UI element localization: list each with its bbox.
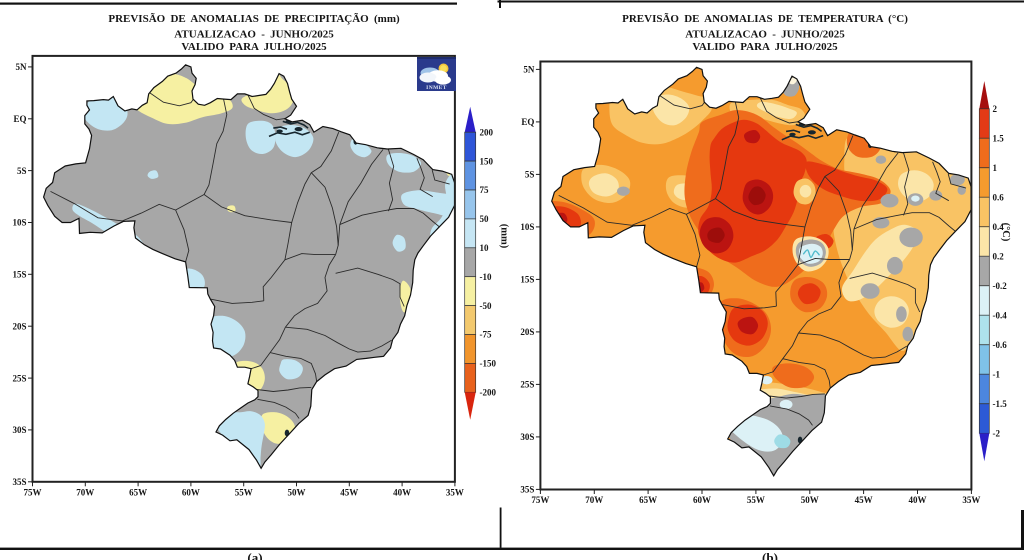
svg-text:-10: -10 xyxy=(480,272,492,282)
svg-text:-1.5: -1.5 xyxy=(993,399,1008,409)
svg-text:VALIDO PARA JULHO/2025: VALIDO PARA JULHO/2025 xyxy=(181,41,327,53)
svg-text:10: 10 xyxy=(480,243,490,253)
svg-text:20S: 20S xyxy=(12,321,26,331)
svg-text:75: 75 xyxy=(480,185,490,195)
svg-text:15S: 15S xyxy=(520,275,534,285)
svg-text:(b): (b) xyxy=(762,550,778,560)
svg-text:PREVISÃO DE ANOMALIAS DE PRECI: PREVISÃO DE ANOMALIAS DE PRECIPITAÇÃO (m… xyxy=(108,13,400,25)
svg-text:40W: 40W xyxy=(909,495,927,505)
svg-text:50: 50 xyxy=(480,214,490,224)
svg-text:35W: 35W xyxy=(446,487,464,497)
svg-text:5S: 5S xyxy=(525,170,535,180)
svg-text:0.6: 0.6 xyxy=(993,192,1005,202)
svg-text:-150: -150 xyxy=(480,359,497,369)
svg-text:30S: 30S xyxy=(520,432,534,442)
svg-text:(a): (a) xyxy=(247,550,262,560)
svg-text:50W: 50W xyxy=(801,495,819,505)
svg-text:(mm): (mm) xyxy=(499,224,510,249)
svg-text:-50: -50 xyxy=(480,301,492,311)
svg-text:-0.4: -0.4 xyxy=(993,310,1008,320)
svg-text:-200: -200 xyxy=(480,388,497,398)
svg-text:10S: 10S xyxy=(12,218,26,228)
svg-text:75W: 75W xyxy=(531,495,549,505)
svg-text:35W: 35W xyxy=(962,495,980,505)
svg-text:5S: 5S xyxy=(17,166,27,176)
svg-text:0.4: 0.4 xyxy=(993,222,1005,232)
svg-text:25S: 25S xyxy=(520,380,534,390)
svg-text:25S: 25S xyxy=(12,373,26,383)
svg-text:5N: 5N xyxy=(16,62,28,72)
svg-text:-0.2: -0.2 xyxy=(993,281,1008,291)
svg-text:35S: 35S xyxy=(12,477,26,487)
svg-text:1: 1 xyxy=(993,163,998,173)
svg-text:200: 200 xyxy=(480,127,494,137)
svg-text:35S: 35S xyxy=(520,485,534,495)
svg-text:30S: 30S xyxy=(12,425,26,435)
svg-text:EQ: EQ xyxy=(13,114,26,124)
svg-text:-0.6: -0.6 xyxy=(993,340,1008,350)
svg-text:45W: 45W xyxy=(340,487,358,497)
svg-text:50W: 50W xyxy=(288,487,306,497)
svg-text:PREVISÃO DE ANOMALIAS DE TEMPE: PREVISÃO DE ANOMALIAS DE TEMPERATURA (°C… xyxy=(622,13,908,25)
svg-text:40W: 40W xyxy=(393,487,411,497)
svg-text:70W: 70W xyxy=(585,495,603,505)
svg-text:20S: 20S xyxy=(520,327,534,337)
svg-text:45W: 45W xyxy=(855,495,873,505)
svg-text:-75: -75 xyxy=(480,330,492,340)
svg-text:ATUALIZACAO - JUNHO/2025: ATUALIZACAO - JUNHO/2025 xyxy=(685,28,845,40)
svg-text:60W: 60W xyxy=(182,487,200,497)
svg-text:EQ: EQ xyxy=(521,117,534,127)
svg-text:2: 2 xyxy=(993,104,998,114)
svg-text:5N: 5N xyxy=(523,65,535,75)
svg-text:70W: 70W xyxy=(76,487,94,497)
svg-text:65W: 65W xyxy=(129,487,147,497)
svg-text:ATUALIZACAO - JUNHO/2025: ATUALIZACAO - JUNHO/2025 xyxy=(174,28,334,40)
svg-text:55W: 55W xyxy=(235,487,253,497)
svg-text:(°C): (°C) xyxy=(1000,223,1011,242)
svg-text:65W: 65W xyxy=(639,495,657,505)
svg-text:-1: -1 xyxy=(993,369,1001,379)
svg-text:150: 150 xyxy=(480,156,494,166)
svg-text:55W: 55W xyxy=(747,495,765,505)
svg-text:0.2: 0.2 xyxy=(993,251,1005,261)
svg-text:-2: -2 xyxy=(993,428,1001,438)
svg-text:INMET: INMET xyxy=(426,85,447,91)
svg-text:VALIDO PARA JULHO/2025: VALIDO PARA JULHO/2025 xyxy=(692,41,838,53)
svg-text:75W: 75W xyxy=(24,487,42,497)
svg-text:60W: 60W xyxy=(693,495,711,505)
svg-text:15S: 15S xyxy=(12,270,26,280)
svg-text:10S: 10S xyxy=(520,222,534,232)
svg-text:1.5: 1.5 xyxy=(993,133,1005,143)
